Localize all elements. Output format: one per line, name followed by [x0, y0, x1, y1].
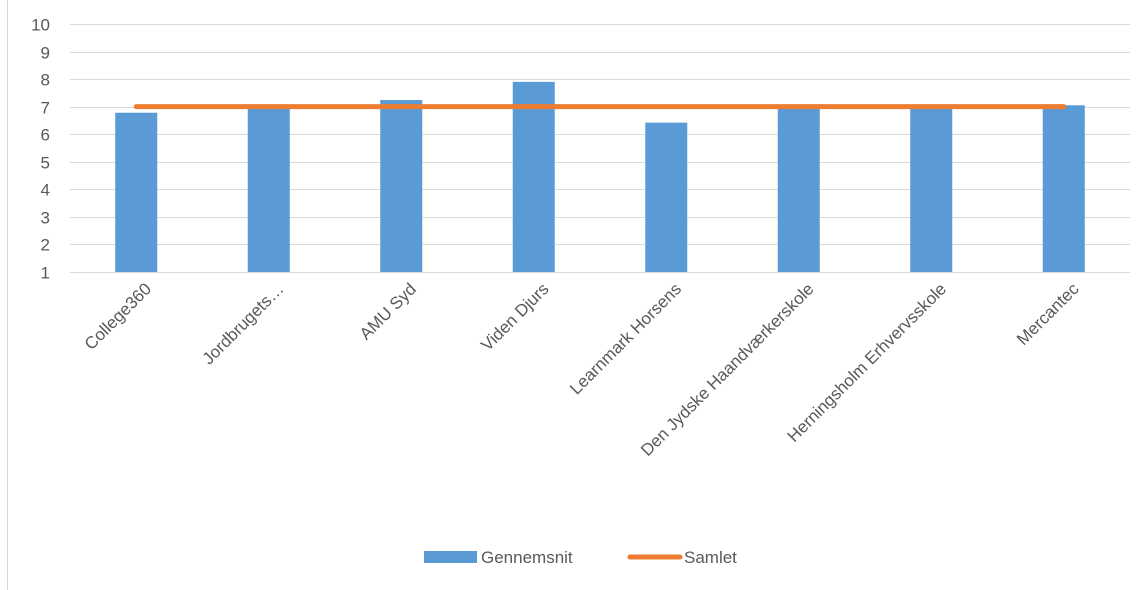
- x-category-label: Herningsholm Erhvervsskole: [784, 279, 950, 445]
- y-tick-label: 6: [41, 126, 50, 145]
- legend-label-samlet: Samlet: [684, 548, 737, 567]
- bar-3: [380, 100, 423, 272]
- legend-label-gennemsnit: Gennemsnit: [481, 548, 573, 567]
- y-tick-label: 3: [41, 209, 50, 228]
- x-axis: College360 Jordbrugets… AMU Syd Viden Djurs…: [81, 279, 1083, 460]
- x-category-label: Mercantec: [1013, 279, 1083, 349]
- legend-swatch-gennemsnit: [424, 551, 477, 563]
- y-tick-label: 8: [41, 71, 50, 90]
- bar-2: [247, 108, 290, 272]
- bar-8: [1042, 105, 1085, 273]
- y-tick-label: 9: [41, 44, 50, 63]
- x-category-label: College360: [81, 279, 155, 353]
- bar-1: [115, 112, 158, 273]
- x-category-label: Learnmark Horsens: [566, 279, 685, 398]
- gridlines: [70, 24, 1130, 273]
- y-axis: 1 2 3 4 5 6 7 8 9 10: [31, 16, 50, 283]
- bar-7: [910, 106, 953, 272]
- legend: Gennemsnit Samlet: [424, 548, 737, 567]
- y-tick-label: 10: [31, 16, 50, 35]
- x-category-label: Jordbrugets…: [199, 279, 288, 368]
- x-category-label: AMU Syd: [356, 279, 420, 343]
- y-tick-label: 7: [41, 99, 50, 118]
- y-tick-label: 2: [41, 236, 50, 255]
- y-tick-label: 4: [41, 181, 50, 200]
- bar-series-gennemsnit: [115, 81, 1085, 273]
- y-tick-label: 1: [41, 264, 50, 283]
- bar-4: [512, 81, 555, 272]
- bar-6: [777, 106, 820, 272]
- bar-5: [645, 122, 688, 272]
- y-tick-label: 5: [41, 154, 50, 173]
- x-category-label: Viden Djurs: [477, 279, 552, 354]
